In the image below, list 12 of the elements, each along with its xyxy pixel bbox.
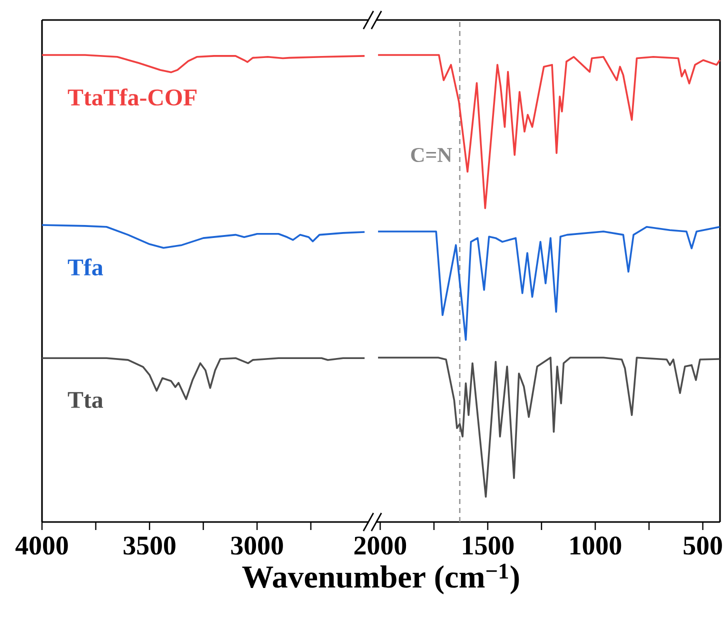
x-tick-label: 1500 <box>462 536 514 555</box>
x-tick-label: 500 <box>684 536 722 555</box>
series-label: Tfa <box>68 258 104 276</box>
ref-line-label: C=N <box>411 148 452 162</box>
series-label: TtaTfa-COF <box>68 88 197 106</box>
series-label: Tta <box>68 392 104 408</box>
x-tick-label: 3000 <box>231 536 283 555</box>
x-tick-label: 2000 <box>354 536 406 555</box>
x-tick-label: 1000 <box>570 536 622 555</box>
x-tick-label: 4000 <box>15 536 68 555</box>
x-tick-label: 3500 <box>124 536 176 555</box>
x-axis-title: Wavenumber (cm$^{−1}$) <box>242 564 519 594</box>
